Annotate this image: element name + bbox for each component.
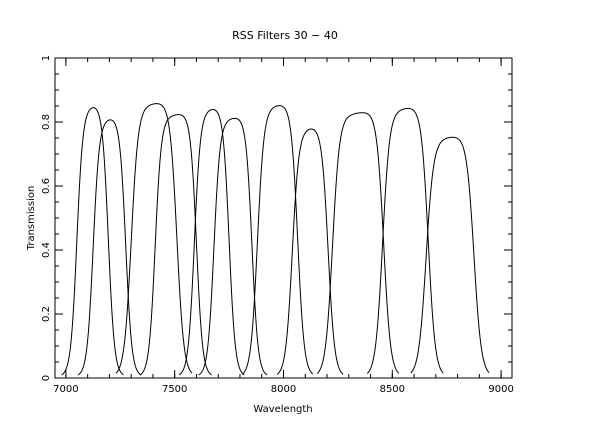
filter-curve (198, 117, 268, 376)
plot-frame (54, 57, 513, 379)
filter-curve (77, 119, 142, 376)
y-tick-label: 0.8 (41, 114, 52, 130)
filter-curve (61, 107, 124, 376)
y-tick-label: 1 (41, 55, 52, 61)
x-tick-label: 8500 (380, 384, 405, 395)
filter-curve (366, 107, 444, 374)
x-tick-label: 7000 (53, 384, 78, 395)
y-tick-label: 0.2 (41, 306, 52, 322)
filter-curve (178, 109, 245, 376)
y-tick-label: 0 (41, 375, 52, 381)
x-tick-label: 9000 (488, 384, 513, 395)
filter-curve (276, 128, 344, 375)
filter-curve (316, 112, 400, 374)
filter-curves (61, 103, 490, 376)
y-tick-label: 0.4 (41, 242, 52, 258)
filter-curve (139, 114, 212, 376)
x-axis-label: Wavelength (253, 404, 312, 415)
filter-curve (241, 105, 313, 375)
y-tick-label: 0.6 (41, 178, 52, 194)
x-tick-label: 8000 (271, 384, 296, 395)
axis-ticks: 7000 7500 8000 8500 9000 0 0.2 0.4 0.6 0.8 1 (41, 55, 514, 395)
filter-curve (115, 103, 193, 374)
x-tick-label: 7500 (162, 384, 187, 395)
filter-curve (410, 136, 490, 374)
chart-title: RSS Filters 30 − 40 (232, 29, 338, 42)
y-axis-label: Transmission (26, 186, 37, 252)
